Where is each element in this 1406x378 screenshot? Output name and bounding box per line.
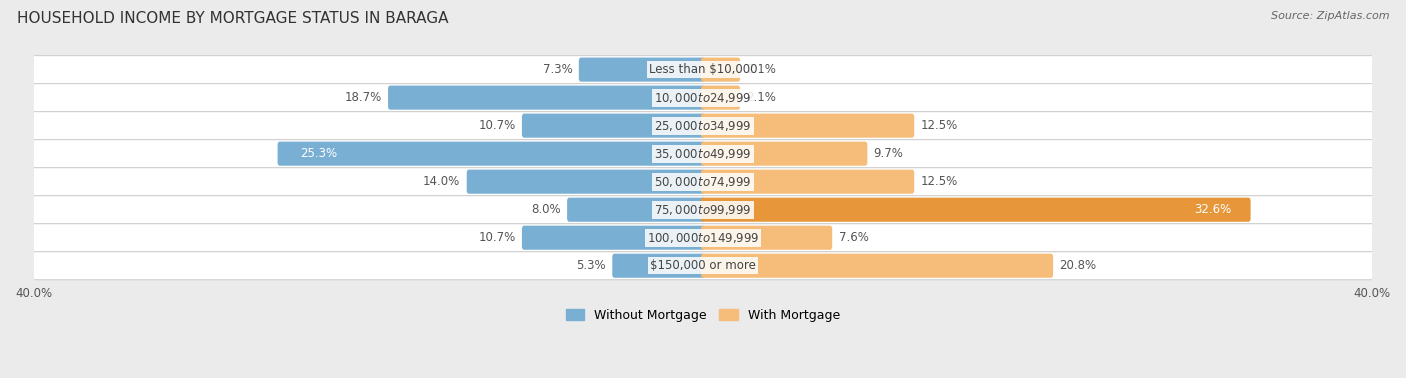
FancyBboxPatch shape bbox=[388, 85, 704, 110]
Text: 5.3%: 5.3% bbox=[576, 259, 606, 272]
Text: 12.5%: 12.5% bbox=[921, 175, 957, 188]
FancyBboxPatch shape bbox=[567, 198, 704, 222]
Text: 18.7%: 18.7% bbox=[344, 91, 381, 104]
Text: HOUSEHOLD INCOME BY MORTGAGE STATUS IN BARAGA: HOUSEHOLD INCOME BY MORTGAGE STATUS IN B… bbox=[17, 11, 449, 26]
Text: $10,000 to $24,999: $10,000 to $24,999 bbox=[654, 91, 752, 105]
FancyBboxPatch shape bbox=[25, 252, 1381, 280]
FancyBboxPatch shape bbox=[702, 254, 1053, 278]
Text: $25,000 to $34,999: $25,000 to $34,999 bbox=[654, 119, 752, 133]
FancyBboxPatch shape bbox=[702, 170, 914, 194]
FancyBboxPatch shape bbox=[579, 57, 704, 82]
Text: 9.7%: 9.7% bbox=[873, 147, 904, 160]
FancyBboxPatch shape bbox=[702, 142, 868, 166]
FancyBboxPatch shape bbox=[702, 85, 740, 110]
Text: 2.1%: 2.1% bbox=[747, 91, 776, 104]
Text: $35,000 to $49,999: $35,000 to $49,999 bbox=[654, 147, 752, 161]
Text: 20.8%: 20.8% bbox=[1060, 259, 1097, 272]
FancyBboxPatch shape bbox=[25, 56, 1381, 84]
FancyBboxPatch shape bbox=[25, 84, 1381, 112]
Text: 14.0%: 14.0% bbox=[423, 175, 460, 188]
Text: 10.7%: 10.7% bbox=[478, 119, 516, 132]
Text: 8.0%: 8.0% bbox=[531, 203, 561, 216]
Legend: Without Mortgage, With Mortgage: Without Mortgage, With Mortgage bbox=[561, 304, 845, 327]
Text: $50,000 to $74,999: $50,000 to $74,999 bbox=[654, 175, 752, 189]
FancyBboxPatch shape bbox=[25, 168, 1381, 196]
Text: $150,000 or more: $150,000 or more bbox=[650, 259, 756, 272]
Text: 32.6%: 32.6% bbox=[1195, 203, 1232, 216]
Text: 7.6%: 7.6% bbox=[838, 231, 869, 244]
Text: $100,000 to $149,999: $100,000 to $149,999 bbox=[647, 231, 759, 245]
FancyBboxPatch shape bbox=[467, 170, 704, 194]
FancyBboxPatch shape bbox=[702, 57, 740, 82]
FancyBboxPatch shape bbox=[522, 226, 704, 250]
Text: 12.5%: 12.5% bbox=[921, 119, 957, 132]
Text: 25.3%: 25.3% bbox=[299, 147, 337, 160]
Text: Less than $10,000: Less than $10,000 bbox=[648, 63, 758, 76]
FancyBboxPatch shape bbox=[25, 224, 1381, 252]
FancyBboxPatch shape bbox=[702, 114, 914, 138]
FancyBboxPatch shape bbox=[277, 142, 704, 166]
Text: Source: ZipAtlas.com: Source: ZipAtlas.com bbox=[1271, 11, 1389, 21]
Text: 10.7%: 10.7% bbox=[478, 231, 516, 244]
FancyBboxPatch shape bbox=[702, 226, 832, 250]
Text: 2.1%: 2.1% bbox=[747, 63, 776, 76]
Text: 7.3%: 7.3% bbox=[543, 63, 572, 76]
Text: $75,000 to $99,999: $75,000 to $99,999 bbox=[654, 203, 752, 217]
FancyBboxPatch shape bbox=[612, 254, 704, 278]
FancyBboxPatch shape bbox=[702, 198, 1250, 222]
FancyBboxPatch shape bbox=[25, 112, 1381, 139]
FancyBboxPatch shape bbox=[522, 114, 704, 138]
FancyBboxPatch shape bbox=[25, 196, 1381, 224]
FancyBboxPatch shape bbox=[25, 139, 1381, 168]
